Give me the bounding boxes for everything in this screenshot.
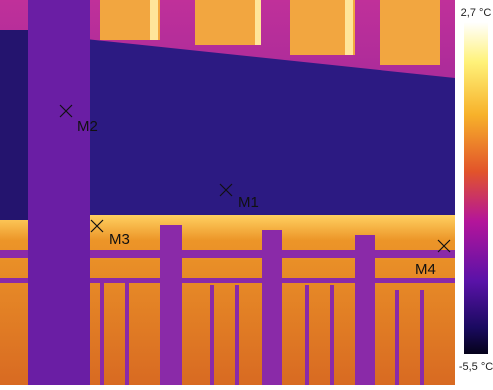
marker-label: M2 [77,118,98,135]
thermal-image [0,0,455,385]
marker-label: M3 [109,231,130,248]
marker-label: M1 [238,194,259,211]
scale-min: -5,5 °C [459,361,493,373]
scale-max: 2,7 °C [461,7,492,19]
color-scale [464,22,488,354]
thermal-view: M1 M2 M3 M4 2,7 °C -5,5 °C [0,0,493,385]
marker-label: M4 [415,261,436,278]
